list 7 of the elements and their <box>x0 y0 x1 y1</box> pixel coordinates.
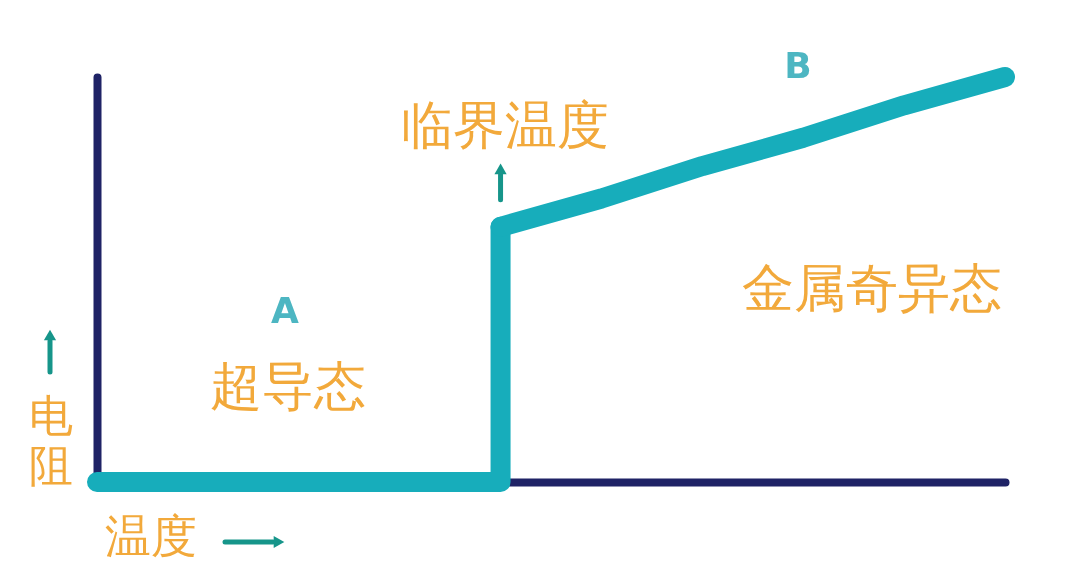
annotation: 金属奇异态 <box>742 258 1002 318</box>
annotation: A <box>271 290 300 331</box>
annotation: 临界温度 <box>401 95 609 155</box>
x-axis-title: 温度 <box>104 508 197 563</box>
annotation: B <box>784 45 812 86</box>
y-axis-title: 电阻 <box>28 389 73 491</box>
annotation: 超导态 <box>210 356 366 416</box>
